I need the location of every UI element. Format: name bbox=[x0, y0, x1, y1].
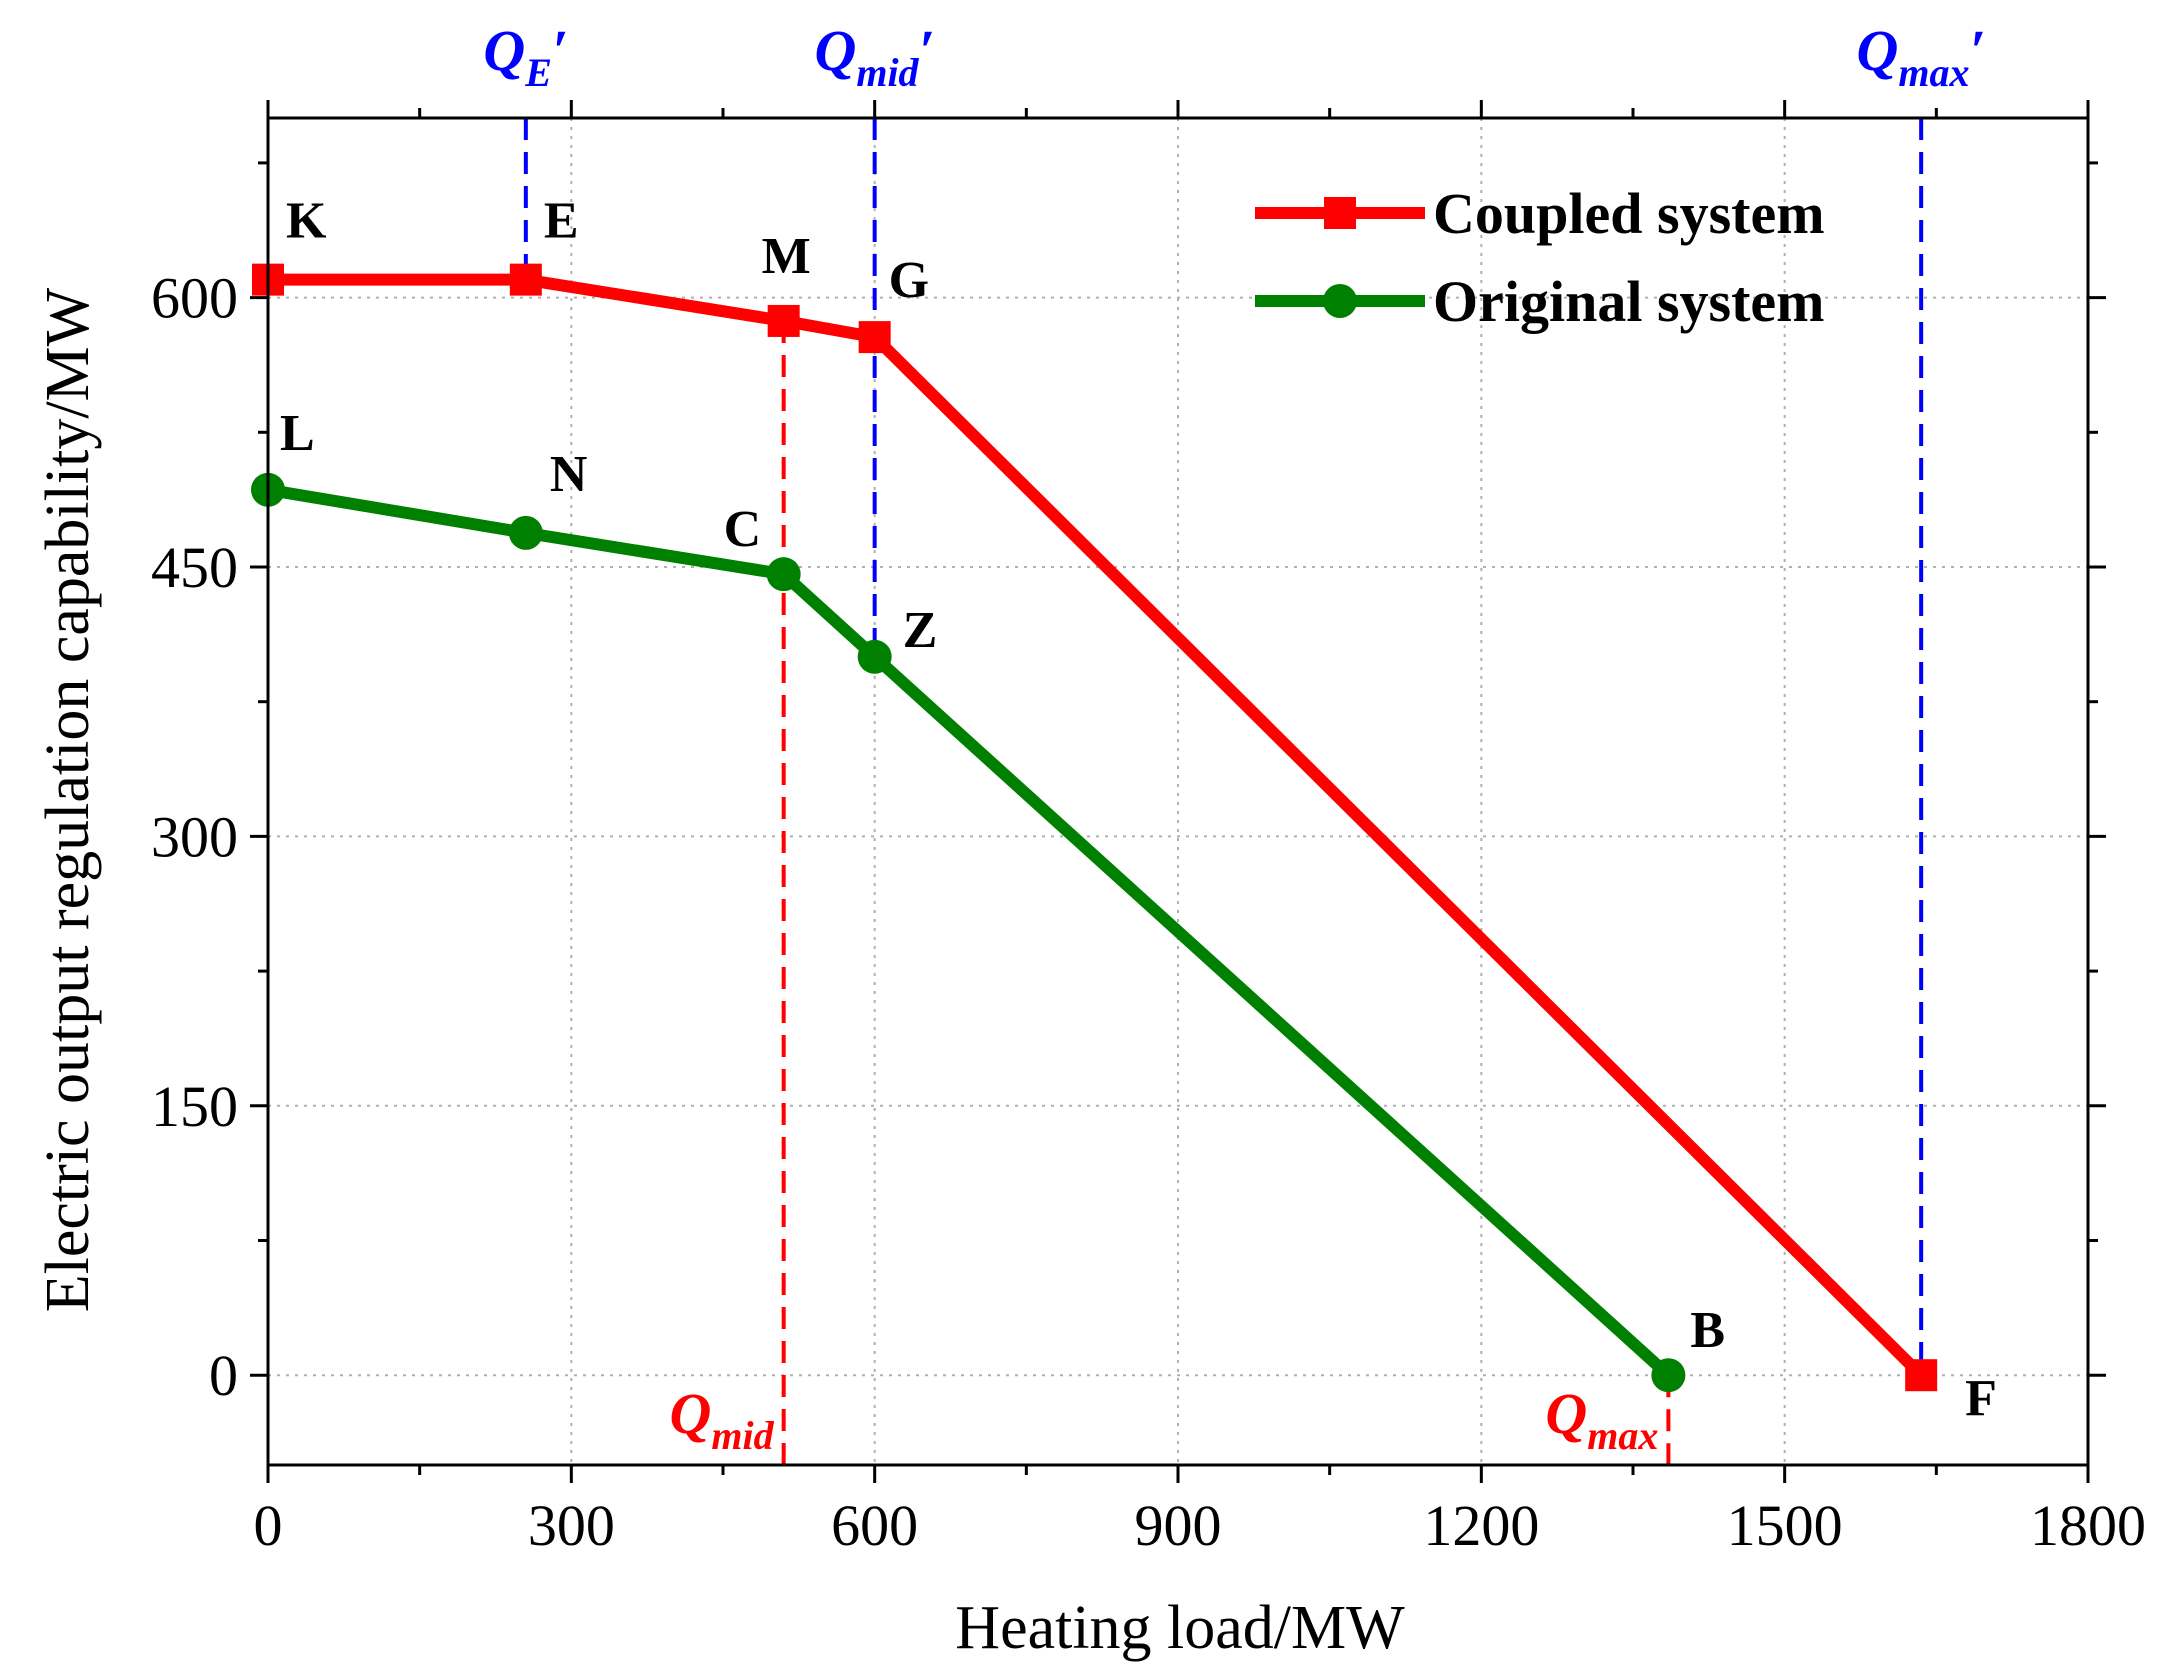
reference-label: QE′ bbox=[483, 18, 568, 95]
circle-marker bbox=[1651, 1358, 1686, 1393]
point-label: E bbox=[544, 193, 579, 250]
point-label: K bbox=[286, 193, 327, 250]
point-label: G bbox=[889, 252, 929, 309]
square-marker bbox=[1905, 1359, 1938, 1392]
legend-label: Original system bbox=[1433, 269, 1824, 334]
point-label: F bbox=[1965, 1370, 1997, 1427]
legend-square-marker bbox=[1324, 197, 1356, 229]
plot-border bbox=[266, 116, 2090, 1467]
reference-label: Qmax′ bbox=[1857, 18, 1986, 95]
reference-label: Qmid′ bbox=[814, 18, 934, 95]
y-tick-label: 150 bbox=[151, 1074, 238, 1139]
point-label: L bbox=[280, 405, 315, 462]
x-tick-label: 1500 bbox=[1727, 1493, 1843, 1558]
series-line bbox=[268, 273, 1926, 1380]
point-labels: K E M G F L N C Z B bbox=[280, 193, 1997, 1428]
square-marker bbox=[767, 304, 800, 337]
reference-label: Qmax bbox=[1545, 1381, 1658, 1458]
x-tick-label: 300 bbox=[528, 1493, 615, 1558]
series bbox=[251, 263, 1938, 1393]
reference-label: Qmid bbox=[670, 1381, 775, 1458]
circle-marker bbox=[766, 557, 801, 592]
point-label: N bbox=[550, 446, 588, 503]
reference-lines: QE′ Qmid′ Qmax′ Qmid Qmax bbox=[483, 18, 1986, 1465]
y-axis-title: Electric output regulation capability/MW bbox=[34, 287, 102, 1312]
y-tick-label: 0 bbox=[209, 1343, 238, 1408]
point-label: B bbox=[1690, 1302, 1725, 1359]
series-line bbox=[267, 483, 1673, 1380]
x-tick-label: 1200 bbox=[1423, 1493, 1539, 1558]
circle-marker bbox=[508, 515, 543, 550]
x-tick-label: 0 bbox=[254, 1493, 283, 1558]
point-label: C bbox=[724, 501, 762, 558]
x-axis-title: Heating load/MW bbox=[955, 1594, 1405, 1662]
square-marker bbox=[509, 263, 542, 296]
grid bbox=[268, 118, 2088, 1465]
legend-label: Coupled system bbox=[1433, 181, 1825, 246]
plot-frame: 0 300 600 900 1200 1500 1800 0 150 300 450 600 bbox=[151, 100, 2146, 1558]
legend: Coupled system Original system bbox=[1255, 181, 1825, 334]
x-tick-label: 1800 bbox=[2030, 1493, 2146, 1558]
y-tick-label: 300 bbox=[151, 804, 238, 869]
x-tick-label: 900 bbox=[1135, 1493, 1222, 1558]
point-label: Z bbox=[903, 602, 938, 659]
legend-circle-marker bbox=[1323, 284, 1357, 318]
circle-marker bbox=[857, 639, 892, 674]
point-label: M bbox=[762, 228, 811, 285]
square-marker bbox=[858, 321, 891, 354]
y-tick-label: 600 bbox=[151, 266, 238, 331]
y-tick-label: 450 bbox=[151, 535, 238, 600]
x-tick-label: 600 bbox=[831, 1493, 918, 1558]
